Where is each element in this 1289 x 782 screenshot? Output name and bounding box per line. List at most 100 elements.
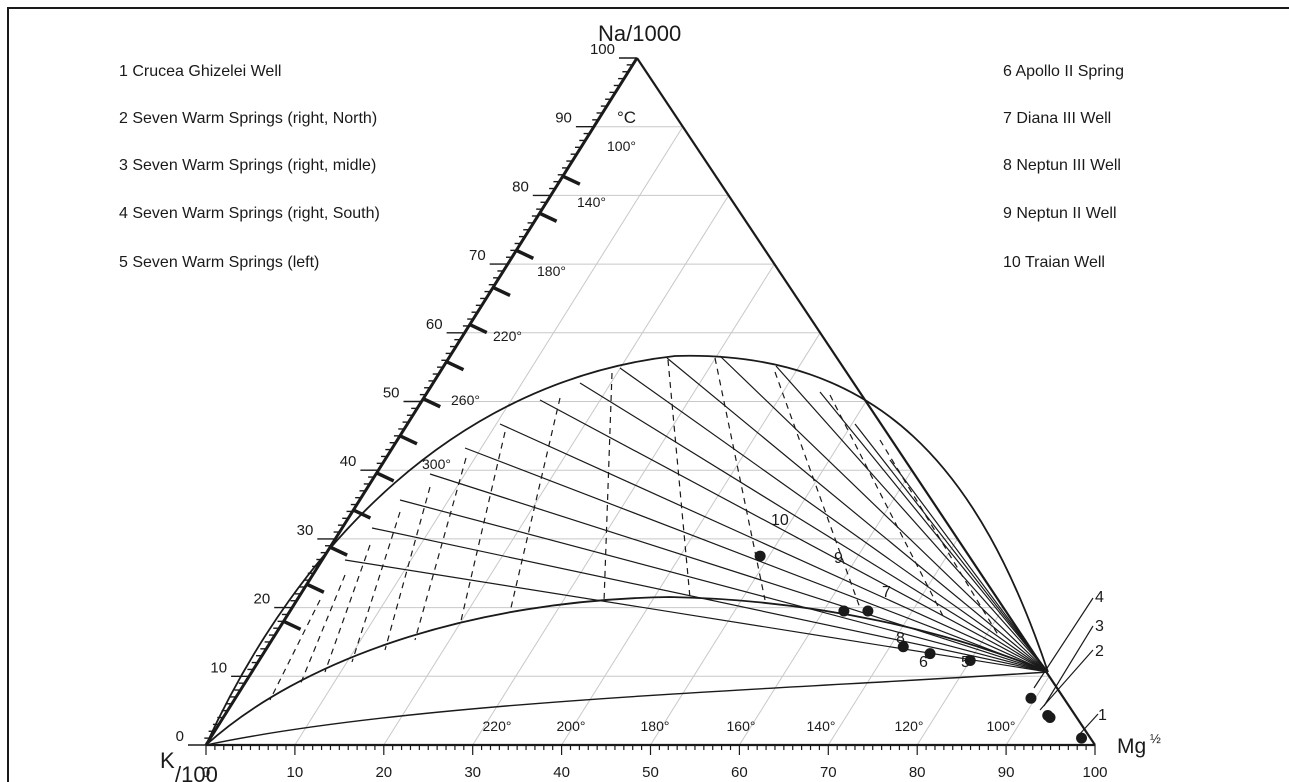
kna-temp-tick	[515, 248, 535, 260]
kmg-isotherm-line	[299, 574, 346, 686]
kna-temp-tick	[399, 434, 418, 446]
bottom-axis-tick-label: 50	[642, 764, 659, 781]
sample-label: 10	[771, 512, 789, 529]
bottom-axis-tick-label: 40	[553, 764, 570, 781]
kna-temp-label: 260°	[451, 392, 480, 408]
sample-leader-line	[1043, 625, 1094, 707]
kna-temp-tick	[492, 285, 511, 298]
unit-label: °C	[617, 108, 636, 127]
kna-temp-tick	[422, 397, 441, 409]
apex-label-na: Na/1000	[598, 21, 681, 46]
kmg-isotherm-line	[774, 371, 861, 609]
bottom-axis-tick-label: 30	[464, 764, 481, 781]
kna-temp-label: 100°	[607, 138, 636, 154]
left-axis-tick-label: 0	[176, 728, 184, 745]
kna-isotherm-line	[429, 473, 1049, 673]
sample-point	[897, 641, 909, 653]
bottom-axis-tick-label: 60	[731, 764, 748, 781]
kna-temp-label: 220°	[493, 328, 522, 344]
kna-isotherm-line	[399, 499, 1049, 673]
sample-label: 6	[919, 654, 928, 671]
kmg-isotherm-line	[459, 431, 506, 626]
left-axis-tick-label: 60	[426, 316, 443, 333]
grid-line-mg	[650, 401, 867, 746]
grid-lines	[249, 126, 1050, 746]
kmg-isotherm-line	[829, 394, 946, 621]
sample-point	[1076, 732, 1088, 744]
left-axis-tick-label: 30	[297, 522, 314, 539]
legend-item: 10 Traian Well	[1003, 254, 1105, 271]
diagram-labels: Na/1000 K /100 Mg ½ °C	[160, 21, 1161, 782]
sample-point	[1025, 692, 1037, 704]
kmg-temp-label: 120°	[895, 718, 924, 734]
sample-point	[1042, 709, 1054, 721]
kmg-isotherm-line	[324, 544, 371, 673]
sample-point	[754, 550, 766, 562]
sample-leader-line	[1039, 649, 1094, 711]
kmg-temp-label: 100°	[987, 718, 1016, 734]
immature-water-curve	[205, 671, 1049, 746]
full-equilibrium-curve	[205, 355, 1049, 746]
kna-temp-tick	[445, 360, 465, 372]
kna-temp-tick	[375, 471, 395, 483]
kmg-isotherm-line	[879, 439, 1001, 639]
legend-item: 8 Neptun III Well	[1003, 157, 1121, 174]
sample-point	[924, 648, 936, 660]
sample-point	[862, 605, 874, 617]
bottom-axis-tick-label: 20	[375, 764, 392, 781]
kmg-temp-label: 220°	[483, 718, 512, 734]
sample-label: 2	[1095, 643, 1104, 660]
kna-temp-tick	[352, 508, 372, 520]
kna-isotherm-line	[854, 423, 1049, 673]
legend-item: 5 Seven Warm Springs (left)	[119, 254, 320, 271]
kna-isotherm-line	[539, 399, 1049, 673]
legend-item: 9 Neptun II Well	[1003, 205, 1117, 222]
sample-label: 9	[834, 550, 843, 567]
kna-temp-tick	[282, 619, 302, 631]
sample-label: 7	[882, 584, 891, 601]
left-axis-tick-label: 40	[340, 453, 357, 470]
legend-item: 2 Seven Warm Springs (right, North)	[119, 110, 378, 127]
legend-item: 6 Apollo II Spring	[1003, 63, 1124, 80]
apex-label-mg: Mg	[1117, 735, 1146, 758]
kmg-temp-label: 200°	[557, 718, 586, 734]
sample-label: 8	[896, 630, 905, 647]
sample-label: 4	[1095, 589, 1104, 606]
bottom-axis-tick-label: 0	[202, 764, 210, 781]
grid-line-mg	[472, 263, 775, 746]
kna-temp-tick	[329, 545, 348, 557]
kmg-isotherm-line	[667, 359, 691, 599]
kmg-isotherm-line	[414, 457, 467, 641]
kna-temp-label: 300°	[422, 456, 451, 472]
kmg-isotherm-line	[714, 357, 766, 601]
legend-item: 1 Crucea Ghizelei Well	[119, 63, 282, 80]
kmg-isotherm-line	[603, 372, 613, 603]
kna-isotherm-line	[666, 357, 1049, 673]
bottom-axis-tick-label: 80	[909, 764, 926, 781]
sample-points: 1 2 3 4 5 6 7 8 9 10	[754, 512, 1107, 744]
kna-isotherm-line	[719, 355, 1049, 673]
grid-line-mg	[294, 126, 684, 746]
sample-label: 1	[1098, 707, 1107, 724]
legend-item: 7 Diana III Well	[1003, 110, 1112, 127]
sample-point	[838, 605, 850, 617]
equilibrium-curves	[205, 355, 1049, 746]
kmg-temp-label: 140°	[807, 718, 836, 734]
left-axis-tick-label: 100	[590, 41, 615, 58]
kna-isotherm-line	[499, 423, 1049, 673]
figure-frame	[7, 7, 1289, 782]
kna-temp-tick	[306, 582, 325, 594]
kmg-isotherm-line	[351, 511, 401, 663]
legend-item: 4 Seven Warm Springs (right, South)	[119, 205, 380, 222]
kmg-isotherm-line	[269, 599, 321, 701]
kmg-isotherm-line	[384, 486, 431, 651]
kna-temp-tick	[562, 174, 581, 186]
axis-ticks: 0 10 20 30 40 50 60 70 80 90 100 0 10 20 30 40 50 60 70 80 9…	[176, 41, 1108, 781]
kna-isotherm-line	[619, 367, 1049, 673]
isotherm-lines	[269, 355, 1049, 701]
kna-isotherm-line	[371, 527, 1049, 673]
left-axis-tick-label: 50	[383, 385, 400, 402]
bottom-axis-tick-label: 90	[998, 764, 1015, 781]
kna-isotherm-line	[775, 365, 1049, 673]
sample-leader-line	[1033, 597, 1094, 689]
